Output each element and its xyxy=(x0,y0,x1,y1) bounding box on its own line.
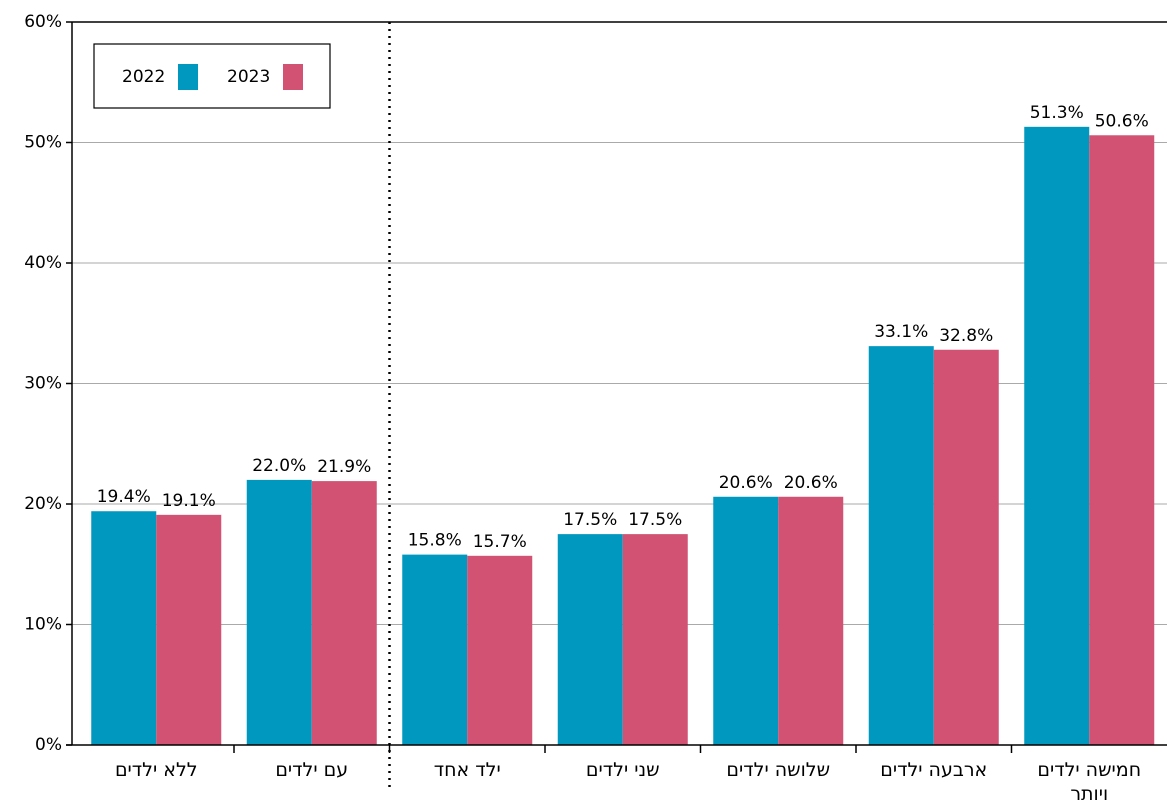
bar xyxy=(933,349,999,745)
y-tick-label: 0% xyxy=(35,735,62,755)
value-label: 32.8% xyxy=(939,326,993,346)
bar xyxy=(868,346,934,745)
value-label: 15.8% xyxy=(408,531,462,551)
bar xyxy=(1089,135,1155,745)
x-tick-label: ללא ילדים xyxy=(114,759,198,781)
x-tick-label: ארבעה ילדים xyxy=(880,759,988,781)
value-label: 51.3% xyxy=(1030,103,1084,123)
bar xyxy=(557,534,623,745)
y-tick-label: 10% xyxy=(24,615,62,635)
value-label: 20.6% xyxy=(719,473,773,493)
bar xyxy=(622,534,688,745)
value-label: 17.5% xyxy=(563,510,617,530)
bar xyxy=(467,555,533,745)
bar xyxy=(713,496,779,745)
x-tick-label: עם ילדים xyxy=(275,759,349,781)
y-tick-label: 40% xyxy=(24,253,62,273)
value-label: 15.7% xyxy=(473,532,527,552)
bar xyxy=(156,514,222,745)
legend-label: 2023 xyxy=(227,67,270,87)
x-tick-label: שני ילדים xyxy=(585,759,660,781)
y-tick-label: 20% xyxy=(24,494,62,514)
value-label: 21.9% xyxy=(317,457,371,477)
bar xyxy=(311,481,377,745)
x-tick-label: ילד אחד xyxy=(433,759,501,781)
value-label: 17.5% xyxy=(628,510,682,530)
y-tick-label: 60% xyxy=(24,12,62,32)
bar xyxy=(402,554,468,745)
x-tick-label: חמישה ילדים ויותר xyxy=(1037,759,1142,805)
value-label: 22.0% xyxy=(252,456,306,476)
bar xyxy=(91,511,157,745)
bar xyxy=(778,496,844,745)
value-label: 20.6% xyxy=(784,473,838,493)
value-label: 19.4% xyxy=(97,487,151,507)
value-label: 50.6% xyxy=(1095,111,1149,131)
bar xyxy=(1024,126,1090,745)
legend-swatch xyxy=(283,64,303,90)
bar xyxy=(246,479,312,745)
value-label: 33.1% xyxy=(874,322,928,342)
y-tick-label: 30% xyxy=(24,374,62,394)
x-tick-label: שלושה ילדים xyxy=(726,759,831,781)
value-label: 19.1% xyxy=(162,491,216,511)
legend-swatch xyxy=(178,64,198,90)
y-tick-label: 50% xyxy=(24,133,62,153)
legend-label: 2022 xyxy=(122,67,165,87)
